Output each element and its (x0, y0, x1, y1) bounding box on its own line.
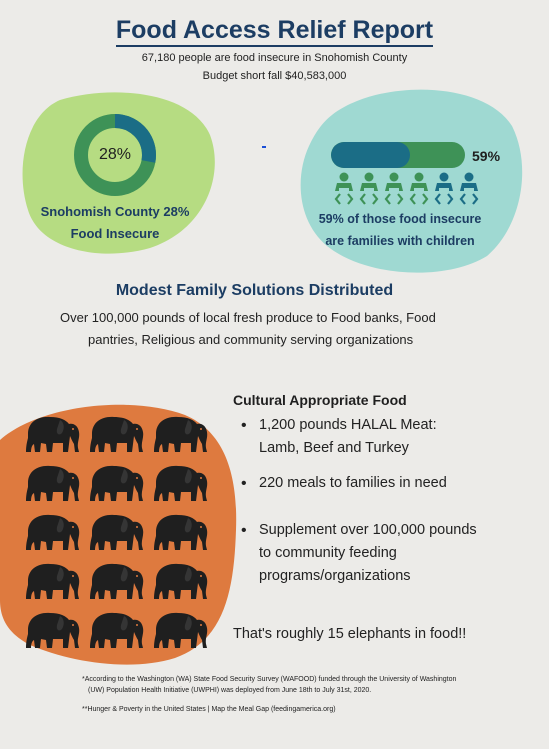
cultural-heading: Cultural Appropriate Food (233, 392, 407, 408)
elephant-icon (90, 612, 144, 648)
elephant-icon (154, 612, 208, 648)
families-percent-label: 59% (472, 148, 501, 164)
elephant-icon (154, 514, 208, 550)
elephants-summary: That's roughly 15 elephants in food!! (233, 626, 467, 642)
child-figure-icon (359, 172, 379, 205)
county-caption-line2: Food Insecure (70, 226, 160, 241)
elephant-icon (154, 563, 208, 599)
budget-shortfall-line: Budget short fall $40,583,000 (202, 70, 347, 82)
elephant-icon (90, 514, 144, 550)
children-figures (332, 170, 482, 206)
people-insecure-line: 67,180 people are food insecure in Snoho… (141, 52, 408, 64)
donut-chart (74, 114, 156, 196)
elephant-icon (26, 514, 80, 550)
elephant-icon (154, 416, 208, 452)
elephant-icon (90, 563, 144, 599)
children-figures-svg (334, 172, 479, 205)
list-item-meals: 220 meals to families in need (237, 472, 537, 495)
elephant-icon (26, 465, 80, 501)
cultural-list: 1,200 pounds HALAL Meat: Lamb, Beef and … (237, 414, 537, 588)
elephant-grid (26, 416, 208, 648)
families-caption-line1: 59% of those food insecure (318, 212, 482, 226)
list-item-supplement: Supplement over 100,000 pounds to commun… (237, 519, 537, 588)
elephant-icon (26, 416, 80, 452)
elephant-icon (90, 416, 144, 452)
donut-percent-label: 28% (98, 146, 132, 163)
page-title: Food Access Relief Report (0, 16, 549, 47)
child-figure-icon (384, 172, 404, 205)
child-figure-icon (434, 172, 454, 205)
distribution-line1: Over 100,000 pounds of local fresh produ… (60, 310, 436, 325)
families-progress-fill (331, 142, 411, 168)
elephant-icon (154, 465, 208, 501)
elephant-icon (90, 465, 144, 501)
elephant-icon (26, 612, 80, 648)
stray-mark (262, 146, 266, 148)
child-figure-icon (409, 172, 429, 205)
list-item-halal: 1,200 pounds HALAL Meat: Lamb, Beef and … (237, 414, 537, 460)
donut-arc (74, 114, 156, 196)
footnote-feeding-america: **Hunger & Poverty in the United States … (82, 706, 336, 713)
families-caption-line2: are families with children (325, 234, 475, 248)
county-caption-line1: Snohomish County 28% (40, 204, 190, 219)
footnote-wafood: *According to the Washington (WA) State … (82, 676, 457, 694)
child-figure-icon (334, 172, 354, 205)
donut-center (93, 133, 137, 177)
child-figure-icon (459, 172, 479, 205)
elephant-icon (26, 563, 80, 599)
teal-blob (300, 89, 523, 273)
distribution-heading: Modest Family Solutions Distributed (115, 282, 394, 299)
distribution-line2: pantries, Religious and community servin… (88, 332, 414, 347)
families-progress-bar (331, 142, 465, 168)
